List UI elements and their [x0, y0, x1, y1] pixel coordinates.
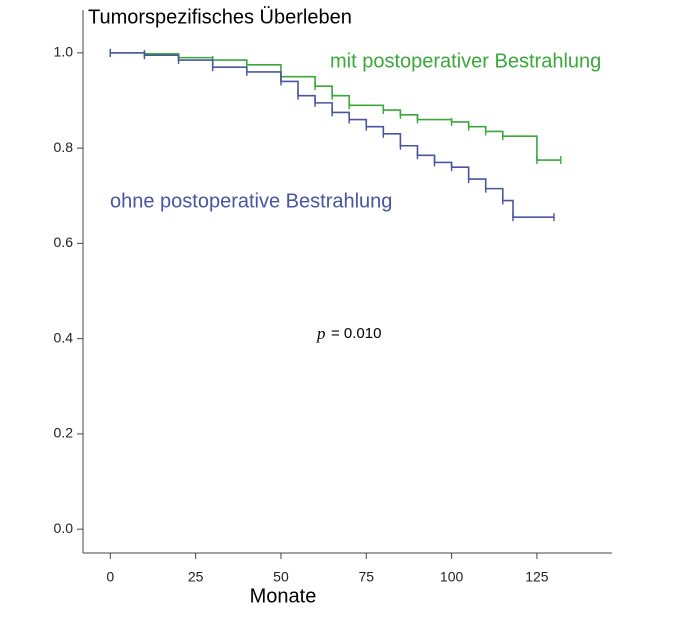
x-tick-label: 0: [106, 569, 114, 585]
y-tick-label: 0.2: [54, 425, 74, 441]
y-tick-label: 1.0: [54, 44, 74, 60]
x-tick-label: 50: [273, 569, 289, 585]
x-tick-label: 75: [358, 569, 374, 585]
x-tick-label: 125: [525, 569, 549, 585]
x-axis-label: Monate: [250, 585, 317, 607]
series-label: ohne postoperative Bestrahlung: [110, 190, 392, 212]
annotation: = 0.010: [331, 325, 381, 342]
x-tick-label: 25: [188, 569, 204, 585]
y-tick-label: 0.4: [54, 329, 74, 345]
chart-title: Tumorspezifisches Überleben: [88, 6, 352, 28]
y-tick-label: 0.0: [54, 520, 74, 536]
series-label: mit postoperativer Bestrahlung: [330, 50, 601, 72]
y-tick-label: 0.6: [54, 234, 74, 250]
annotation-symbol: p: [316, 324, 326, 343]
x-tick-label: 100: [440, 569, 464, 585]
y-tick-label: 0.8: [54, 139, 74, 155]
